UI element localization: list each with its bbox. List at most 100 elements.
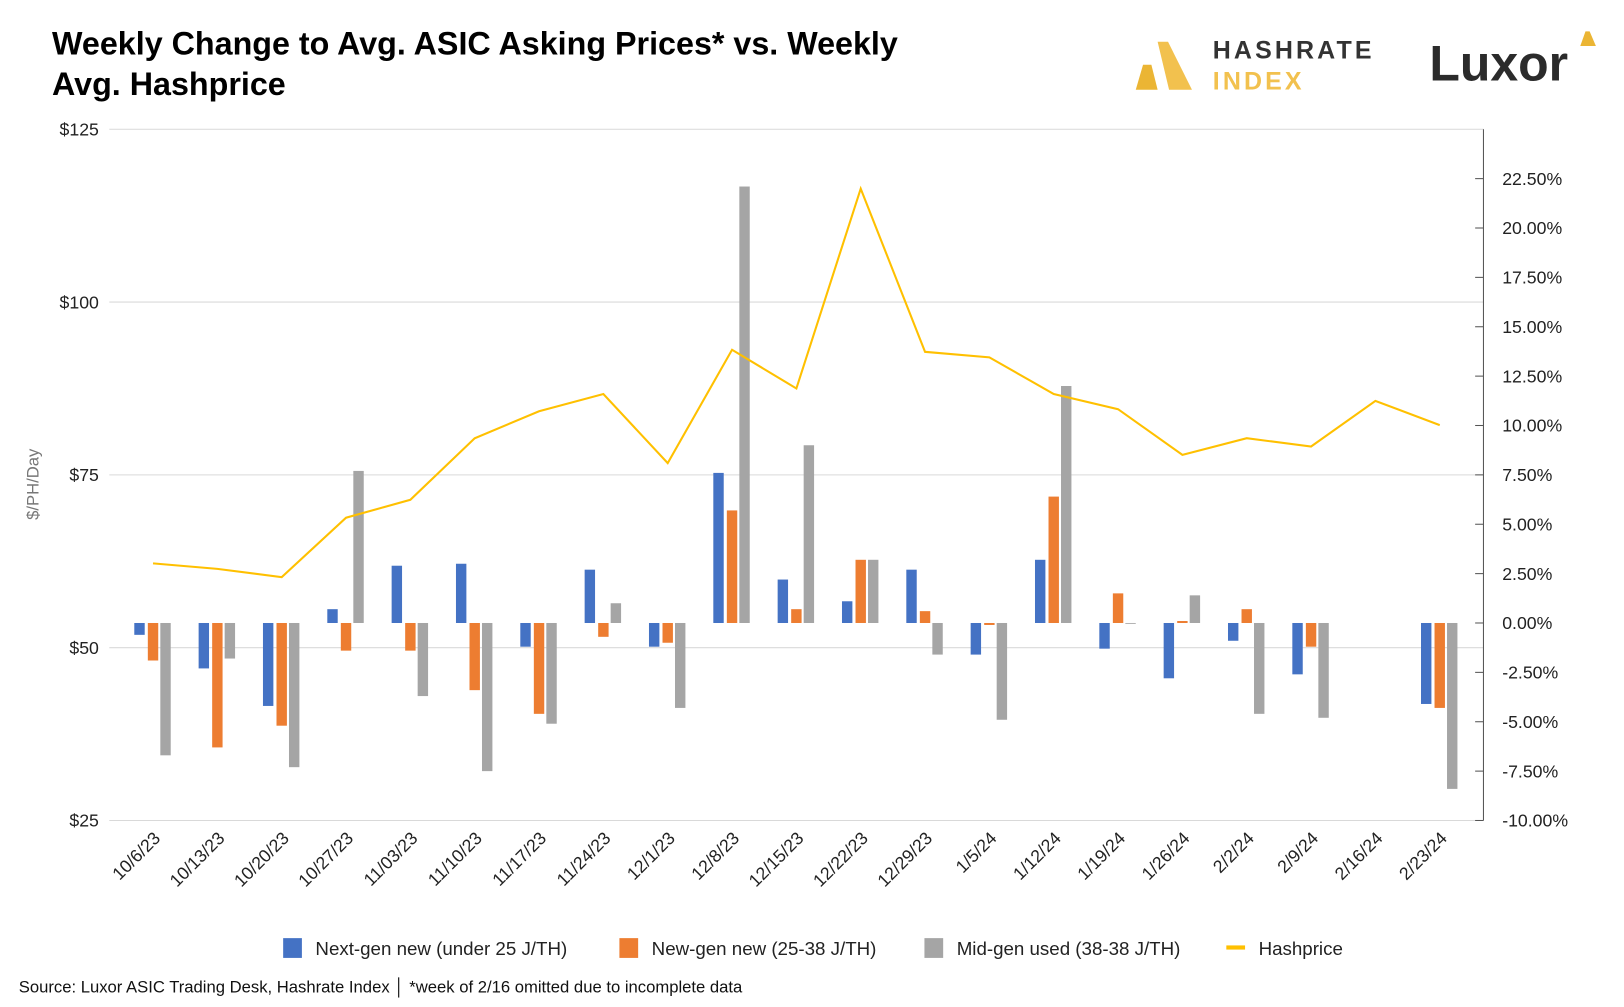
- bar-mid-gen-11/10/23: [481, 622, 493, 772]
- hashrate-index-logo: HASHRATE INDEX: [1135, 36, 1375, 96]
- bar-mid-gen-10/6/23: [160, 622, 171, 756]
- luxor-logo-text: Luxor: [1429, 35, 1568, 91]
- bar-next-gen-12/29/23: [906, 569, 917, 623]
- x-tick-label: 1/12/24: [1009, 828, 1065, 884]
- bar-mid-gen-1/12/24: [1061, 385, 1072, 623]
- bar-mid-gen-1/26/24: [1189, 595, 1201, 623]
- y-tick-label: $50: [69, 638, 99, 658]
- y2-tick-label: 0.00%: [1502, 613, 1552, 633]
- bar-mid-gen-12/22/23: [868, 559, 879, 623]
- bar-new-gen-2/2/24: [1241, 609, 1252, 623]
- bar-new-gen-12/22/23: [855, 559, 866, 623]
- x-tick-label: 2/9/24: [1273, 828, 1322, 877]
- bar-mid-gen-1/5/24: [996, 622, 1008, 720]
- bar-mid-gen-10/20/23: [288, 622, 300, 768]
- bar-new-gen-2/9/24: [1305, 622, 1317, 647]
- bar-next-gen-12/1/23: [648, 622, 660, 647]
- bar-mid-gen-2/9/24: [1318, 622, 1329, 718]
- bar-next-gen-11/17/23: [520, 622, 531, 647]
- bar-new-gen-2/23/24: [1434, 622, 1445, 708]
- bar-next-gen-2/9/24: [1292, 622, 1303, 675]
- bar-next-gen-11/24/23: [584, 569, 596, 623]
- x-tick-label: 12/1/23: [623, 828, 679, 884]
- x-tick-label: 1/19/24: [1073, 828, 1129, 884]
- x-tick-label: 12/29/23: [873, 828, 936, 891]
- bar-next-gen-10/6/23: [134, 622, 145, 635]
- y2-tick-label: 7.50%: [1502, 465, 1552, 485]
- chart-title-line2: Avg. Hashprice: [52, 66, 286, 102]
- y-tick-label: $125: [60, 119, 100, 139]
- bars: [134, 186, 1458, 789]
- hashprice-line-group: [152, 185, 1441, 579]
- right-axis: 22.50% 20.00% 17.50% 15.00% 12.50% 10.00% 7.50…: [1475, 129, 1568, 831]
- bar-next-gen-11/03/23: [391, 565, 403, 623]
- y-tick-label: $75: [69, 465, 99, 485]
- x-tick-label: 10/27/23: [294, 828, 357, 891]
- bar-next-gen-12/15/23: [777, 579, 789, 623]
- luxor-logo: Luxor: [1429, 31, 1596, 91]
- y2-tick-label: -2.50%: [1502, 663, 1558, 683]
- left-axis: $125 $100 $75 $50 $25: [60, 119, 100, 830]
- bar-new-gen-10/27/23: [340, 622, 352, 651]
- y-axis-label: $/PH/Day: [24, 448, 43, 520]
- legend-label: Mid-gen used (38-38 J/TH): [957, 938, 1181, 959]
- hashrate-index-logo-mark: [1157, 41, 1192, 90]
- bar-next-gen-12/22/23: [841, 601, 853, 623]
- bar-mid-gen-12/1/23: [675, 622, 686, 708]
- y2-tick-label: -7.50%: [1502, 761, 1558, 781]
- x-tick-label: 11/17/23: [488, 828, 550, 890]
- bar-mid-gen-2/23/24: [1447, 622, 1458, 789]
- bar-mid-gen-11/24/23: [610, 603, 622, 623]
- legend-swatch: [619, 938, 639, 958]
- bar-new-gen-10/20/23: [276, 622, 287, 726]
- luxor-logo-mark: [1580, 31, 1596, 46]
- bar-new-gen-1/5/24: [984, 622, 995, 625]
- bar-next-gen-1/19/24: [1099, 622, 1110, 649]
- x-tick-label: 2/23/24: [1395, 828, 1451, 884]
- chart-title-line1: Weekly Change to Avg. ASIC Asking Prices…: [52, 25, 898, 61]
- bar-new-gen-11/24/23: [598, 622, 609, 637]
- y2-tick-label: -10.00%: [1502, 811, 1568, 831]
- x-tick-label: 12/22/23: [809, 828, 872, 891]
- source-note: Source: Luxor ASIC Trading Desk, Hashrat…: [19, 976, 743, 998]
- x-tick-label: 11/24/23: [553, 828, 615, 890]
- x-tick-label: 11/10/23: [424, 828, 486, 890]
- bar-new-gen-11/10/23: [469, 622, 480, 691]
- bar-next-gen-10/27/23: [327, 609, 338, 623]
- bar-mid-gen-12/15/23: [803, 445, 815, 623]
- y-tick-label: $100: [60, 292, 100, 312]
- hashprice-line: [152, 185, 1441, 579]
- bar-mid-gen-11/17/23: [546, 622, 557, 724]
- bar-new-gen-12/15/23: [791, 609, 802, 623]
- bar-new-gen-10/13/23: [212, 622, 223, 748]
- hashrate-logo-text: HASHRATE: [1213, 36, 1375, 64]
- bar-mid-gen-11/03/23: [417, 622, 429, 697]
- legend-swatch: [283, 938, 302, 958]
- bar-new-gen-1/12/24: [1048, 496, 1059, 623]
- y2-tick-label: -5.00%: [1502, 712, 1558, 732]
- bar-new-gen-12/8/23: [726, 510, 738, 623]
- bar-mid-gen-12/8/23: [739, 186, 750, 623]
- bar-mid-gen-12/29/23: [932, 622, 943, 655]
- bar-new-gen-12/1/23: [662, 622, 673, 643]
- y2-tick-label: 17.50%: [1502, 268, 1562, 288]
- bar-next-gen-2/23/24: [1421, 622, 1432, 704]
- y-tick-label: $25: [69, 811, 99, 831]
- bar-mid-gen-1/19/24: [1125, 622, 1136, 624]
- index-logo-text: INDEX: [1213, 68, 1305, 96]
- x-tick-label: 10/13/23: [166, 828, 229, 891]
- x-tick-label: 12/15/23: [745, 828, 808, 891]
- legend-swatch-hashprice: [1226, 945, 1246, 950]
- legend-label: Hashprice: [1259, 938, 1343, 959]
- bar-mid-gen-2/2/24: [1254, 622, 1265, 714]
- y2-tick-label: 5.00%: [1502, 514, 1552, 534]
- bar-mid-gen-10/13/23: [224, 622, 236, 659]
- y2-tick-label: 12.50%: [1502, 366, 1562, 386]
- legend-label: Next-gen new (under 25 J/TH): [315, 938, 567, 959]
- y2-tick-label: 2.50%: [1502, 564, 1552, 584]
- y2-tick-label: 10.00%: [1502, 416, 1562, 436]
- x-tick-label: 2/2/24: [1209, 828, 1258, 877]
- bar-next-gen-2/2/24: [1227, 622, 1239, 641]
- bar-new-gen-1/26/24: [1177, 621, 1188, 623]
